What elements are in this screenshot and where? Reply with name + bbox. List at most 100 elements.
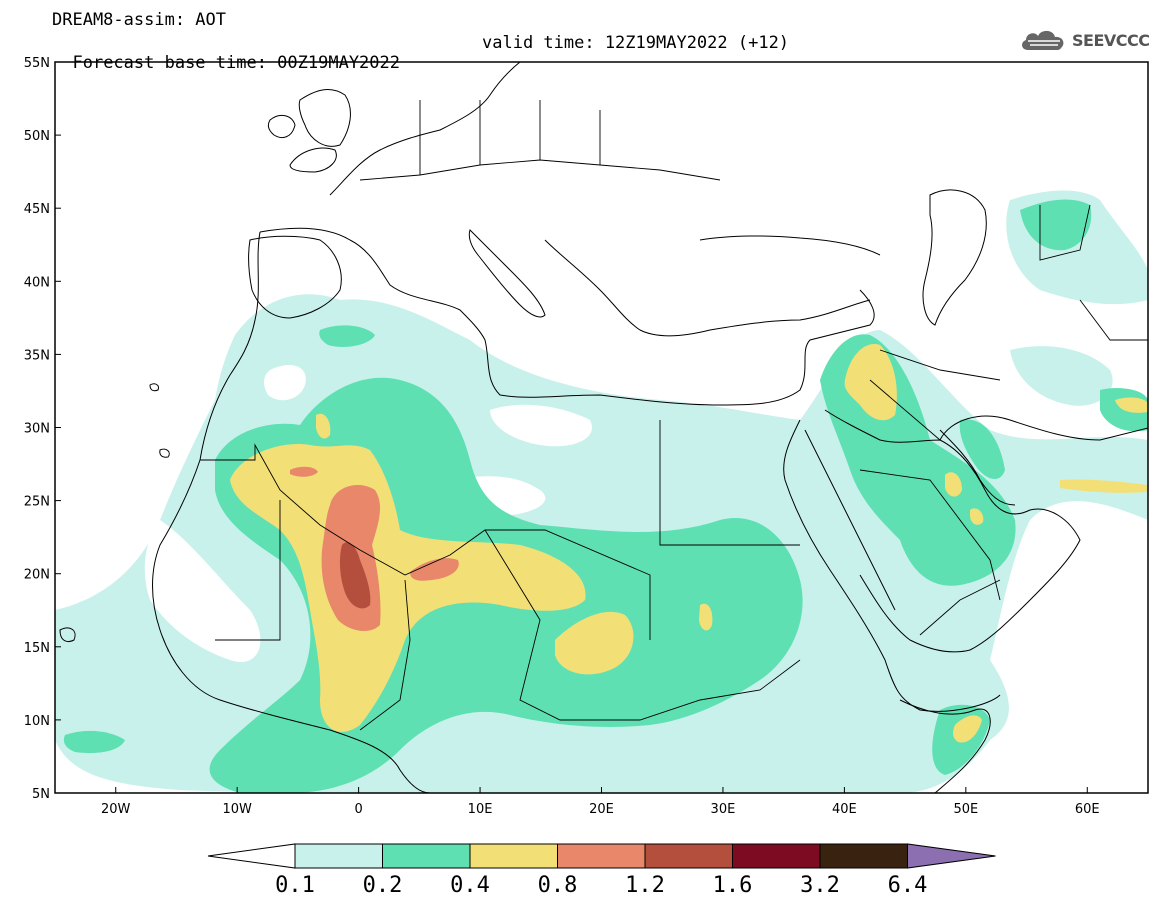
aot-band-0.4 (1060, 479, 1148, 493)
border-line (1079, 299, 1148, 341)
colorbar-swatch (382, 843, 471, 869)
colorbar-swatch (557, 843, 646, 869)
longitude-axis: 20W 10W 0 10E 20E 30E 40E 50E 60E (101, 787, 1100, 817)
lat-tick-label: 50N (24, 129, 50, 144)
coastline-path (939, 415, 1148, 441)
coastline-path (159, 448, 170, 458)
aot-band-0.8 (290, 466, 318, 477)
lon-tick-label: 50E (953, 802, 978, 817)
coastlines (59, 62, 1148, 793)
lon-tick-label: 60E (1075, 802, 1100, 817)
aot-band-0.2 (63, 730, 125, 754)
lat-tick-label: 45N (24, 202, 50, 217)
latitude-axis: 55N 50N 45N 40N 35N 30N 25N 20N 15N 10N 5N (24, 56, 61, 802)
lon-tick-label: 30E (711, 802, 736, 817)
aot-band-0.4 (555, 611, 634, 675)
coastline-path (544, 239, 871, 337)
border-line (919, 579, 1001, 636)
coastline-path (922, 189, 987, 326)
colorbar-label: 0.1 (275, 873, 315, 898)
logo-text: SEEVCCC (1072, 30, 1150, 50)
lat-tick-label: 25N (24, 495, 50, 510)
colorbar-swatch (819, 843, 908, 869)
lon-tick-label: 40E (832, 802, 857, 817)
colorbar-over-triangle (907, 843, 996, 869)
coastline-path (468, 229, 546, 318)
aot-band-0.4 (953, 715, 982, 743)
coastline-path (804, 429, 896, 611)
lat-tick-label: 55N (24, 56, 50, 71)
coastline-path (939, 429, 1016, 506)
colorbar-label: 0.4 (450, 873, 490, 898)
colorbar-swatch (644, 843, 733, 869)
lat-tick-label: 20N (24, 568, 50, 583)
aot-band-0.1 (1010, 346, 1113, 406)
aot-band-0.4 (970, 508, 984, 525)
coastline-path (149, 383, 159, 392)
map-title: DREAM8-assim: AOT (52, 10, 226, 30)
lat-tick-label: 10N (24, 714, 50, 729)
lon-tick-label: 20W (101, 802, 131, 817)
coastline-path (248, 235, 342, 319)
lat-tick-label: 35N (24, 348, 50, 363)
lon-tick-label: 0 (354, 802, 362, 817)
border-line (419, 100, 601, 175)
aot-gap (144, 520, 261, 662)
cloud-icon (1022, 30, 1064, 50)
aot-band-0.4 (1115, 397, 1148, 413)
coastline-path (267, 114, 296, 138)
aot-shading (55, 190, 1148, 793)
aot-band-0.4 (844, 344, 897, 421)
aot-band-0.2 (959, 419, 1005, 480)
country-borders (200, 100, 1148, 731)
coastline-path (152, 231, 431, 793)
lon-tick-label: 20E (589, 802, 614, 817)
aot-band-0.8 (410, 558, 459, 581)
border-line (359, 159, 721, 181)
valid-time: valid time: 12Z19MAY2022 (+12) (482, 33, 790, 53)
border-line (859, 469, 1001, 601)
aot-band-0.2 (1020, 199, 1092, 251)
coastline-path (329, 62, 521, 196)
colorbar-swatch (469, 843, 558, 869)
aot-band-0.2 (319, 325, 375, 347)
coastline-path (298, 89, 351, 147)
colorbar-label: 1.6 (713, 873, 753, 898)
lat-tick-label: 30N (24, 422, 50, 437)
colorbar-label: 0.8 (538, 873, 578, 898)
aot-gap (264, 365, 306, 401)
colorbar-swatch (732, 843, 821, 869)
colorbar-label: 6.4 (888, 873, 928, 898)
coastline-path (59, 627, 76, 643)
coastline-path (899, 699, 991, 793)
aot-gap (490, 404, 592, 447)
lon-tick-label: 10W (222, 802, 252, 817)
base-time-text: Forecast base time: 00Z19MAY2022 (72, 53, 400, 73)
coastline-path (824, 409, 1081, 653)
colorbar-under-triangle (207, 843, 296, 869)
colorbar-label: 0.2 (363, 873, 403, 898)
coastline-path (289, 147, 337, 173)
lat-tick-label: 40N (24, 275, 50, 290)
coastline-path (699, 235, 881, 256)
aot-band-0.4 (316, 413, 331, 439)
border-line (200, 443, 651, 640)
lat-tick-label: 5N (32, 787, 50, 802)
border-line (1039, 204, 1091, 261)
border-line (869, 349, 1001, 441)
border-line (659, 420, 800, 546)
colorbar: 0.1 0.2 0.4 0.8 1.2 1.6 3.2 6.4 (207, 843, 996, 898)
forecast-base-time: Forecast base time: 00Z19MAY2022 valid t… (52, 33, 789, 93)
coastline-path (259, 227, 875, 406)
colorbar-swatch (294, 843, 383, 869)
aot-band-1.2 (339, 542, 371, 609)
colorbar-label: 3.2 (800, 873, 840, 898)
border-line (484, 529, 801, 721)
lon-tick-label: 10E (468, 802, 493, 817)
seevccc-logo: SEEVCCC (1018, 24, 1150, 56)
lat-tick-label: 15N (24, 641, 50, 656)
border-line (215, 500, 281, 641)
aot-band-0.4 (230, 444, 586, 732)
aot-band-0.4 (699, 603, 713, 631)
